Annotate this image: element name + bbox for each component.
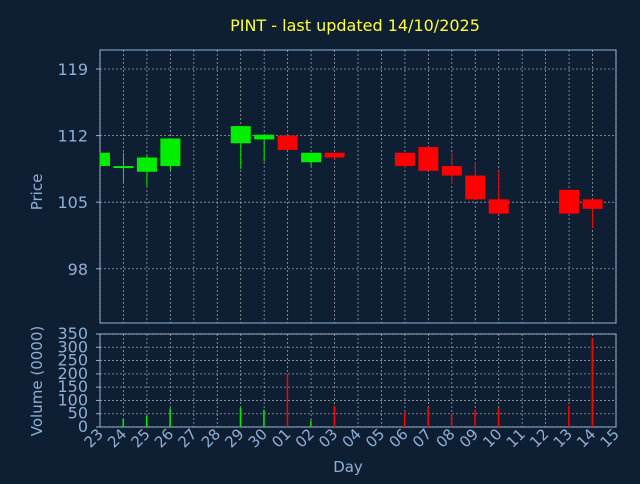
volume-bar [450,413,453,427]
day-tick-label: 30 [245,425,271,451]
volume-bar [403,412,406,427]
volume-tick-label: 150 [57,377,88,396]
volume-tick-label: 0 [78,417,88,436]
candle-body [113,166,134,169]
day-tick-label: 10 [479,425,505,451]
candle-body [441,166,462,176]
volume-bar [310,420,312,427]
day-tick-label: 09 [456,425,482,451]
day-tick-label: 29 [221,425,247,451]
volume-bar [286,373,289,427]
volume-bar [591,337,594,427]
day-tick-label: 28 [198,425,224,451]
volume-tick-label: 300 [57,337,88,356]
day-axis-label: Day [333,458,363,476]
volume-bar [145,415,148,427]
volume-tick-label: 250 [57,351,88,370]
day-tick-label: 08 [432,425,458,451]
price-tick-label: 105 [57,193,88,212]
volume-bar [263,409,265,427]
candle-body [230,126,251,144]
day-tick-label: 03 [315,425,341,451]
day-tick-label: 11 [503,425,529,451]
volume-bar [169,408,171,427]
volume-bar [497,408,500,427]
candle-body [488,199,509,214]
volume-axis-label: Volume (0000) [28,326,46,436]
price-tick-label: 98 [68,260,88,279]
candle-body [277,135,298,150]
day-tick-label: 05 [362,425,388,451]
price-panel: 98 105 112 119 [57,49,617,324]
day-tick-label: 12 [526,425,552,451]
day-tick-label: 13 [550,425,576,451]
volume-bar [474,409,476,427]
volume-tick-label: 50 [68,404,88,423]
day-tick-label: 24 [104,425,130,451]
candle-body [160,138,181,167]
day-tick-label: 02 [292,425,318,451]
price-tick-label: 112 [57,127,88,146]
volume-bar [427,407,429,427]
volume-panel: 2324252627282930010203040506070809101112… [57,324,622,451]
candle-body [324,152,345,158]
candle-body [136,157,157,172]
day-tick-label: 25 [128,425,154,451]
candle-body [582,199,603,209]
candle-body [254,134,275,140]
day-tick-label: 27 [174,425,200,451]
day-tick-label: 26 [151,425,177,451]
volume-tick-label: 200 [57,364,88,383]
candle-body [559,189,580,214]
day-tick-label: 06 [386,425,412,451]
volume-bar [122,419,124,427]
day-tick-label: 01 [268,425,294,451]
candle-body [418,147,439,171]
chart-title: PINT - last updated 14/10/2025 [230,16,480,35]
candle-body [394,152,415,167]
candle-body [465,175,486,200]
day-tick-label: 07 [409,425,435,451]
volume-tick-label: 350 [57,324,88,343]
volume-tick-label: 100 [57,390,88,409]
price-axis-label: Price [28,174,46,211]
day-tick-label: 15 [597,425,623,451]
day-tick-label: 14 [573,425,599,451]
price-tick-label: 119 [57,60,88,79]
candle-body [301,152,322,163]
volume-bar [568,405,570,427]
volume-bar [333,405,336,427]
volume-bar [239,407,242,427]
day-tick-label: 04 [339,425,365,451]
candle-body [100,152,110,167]
